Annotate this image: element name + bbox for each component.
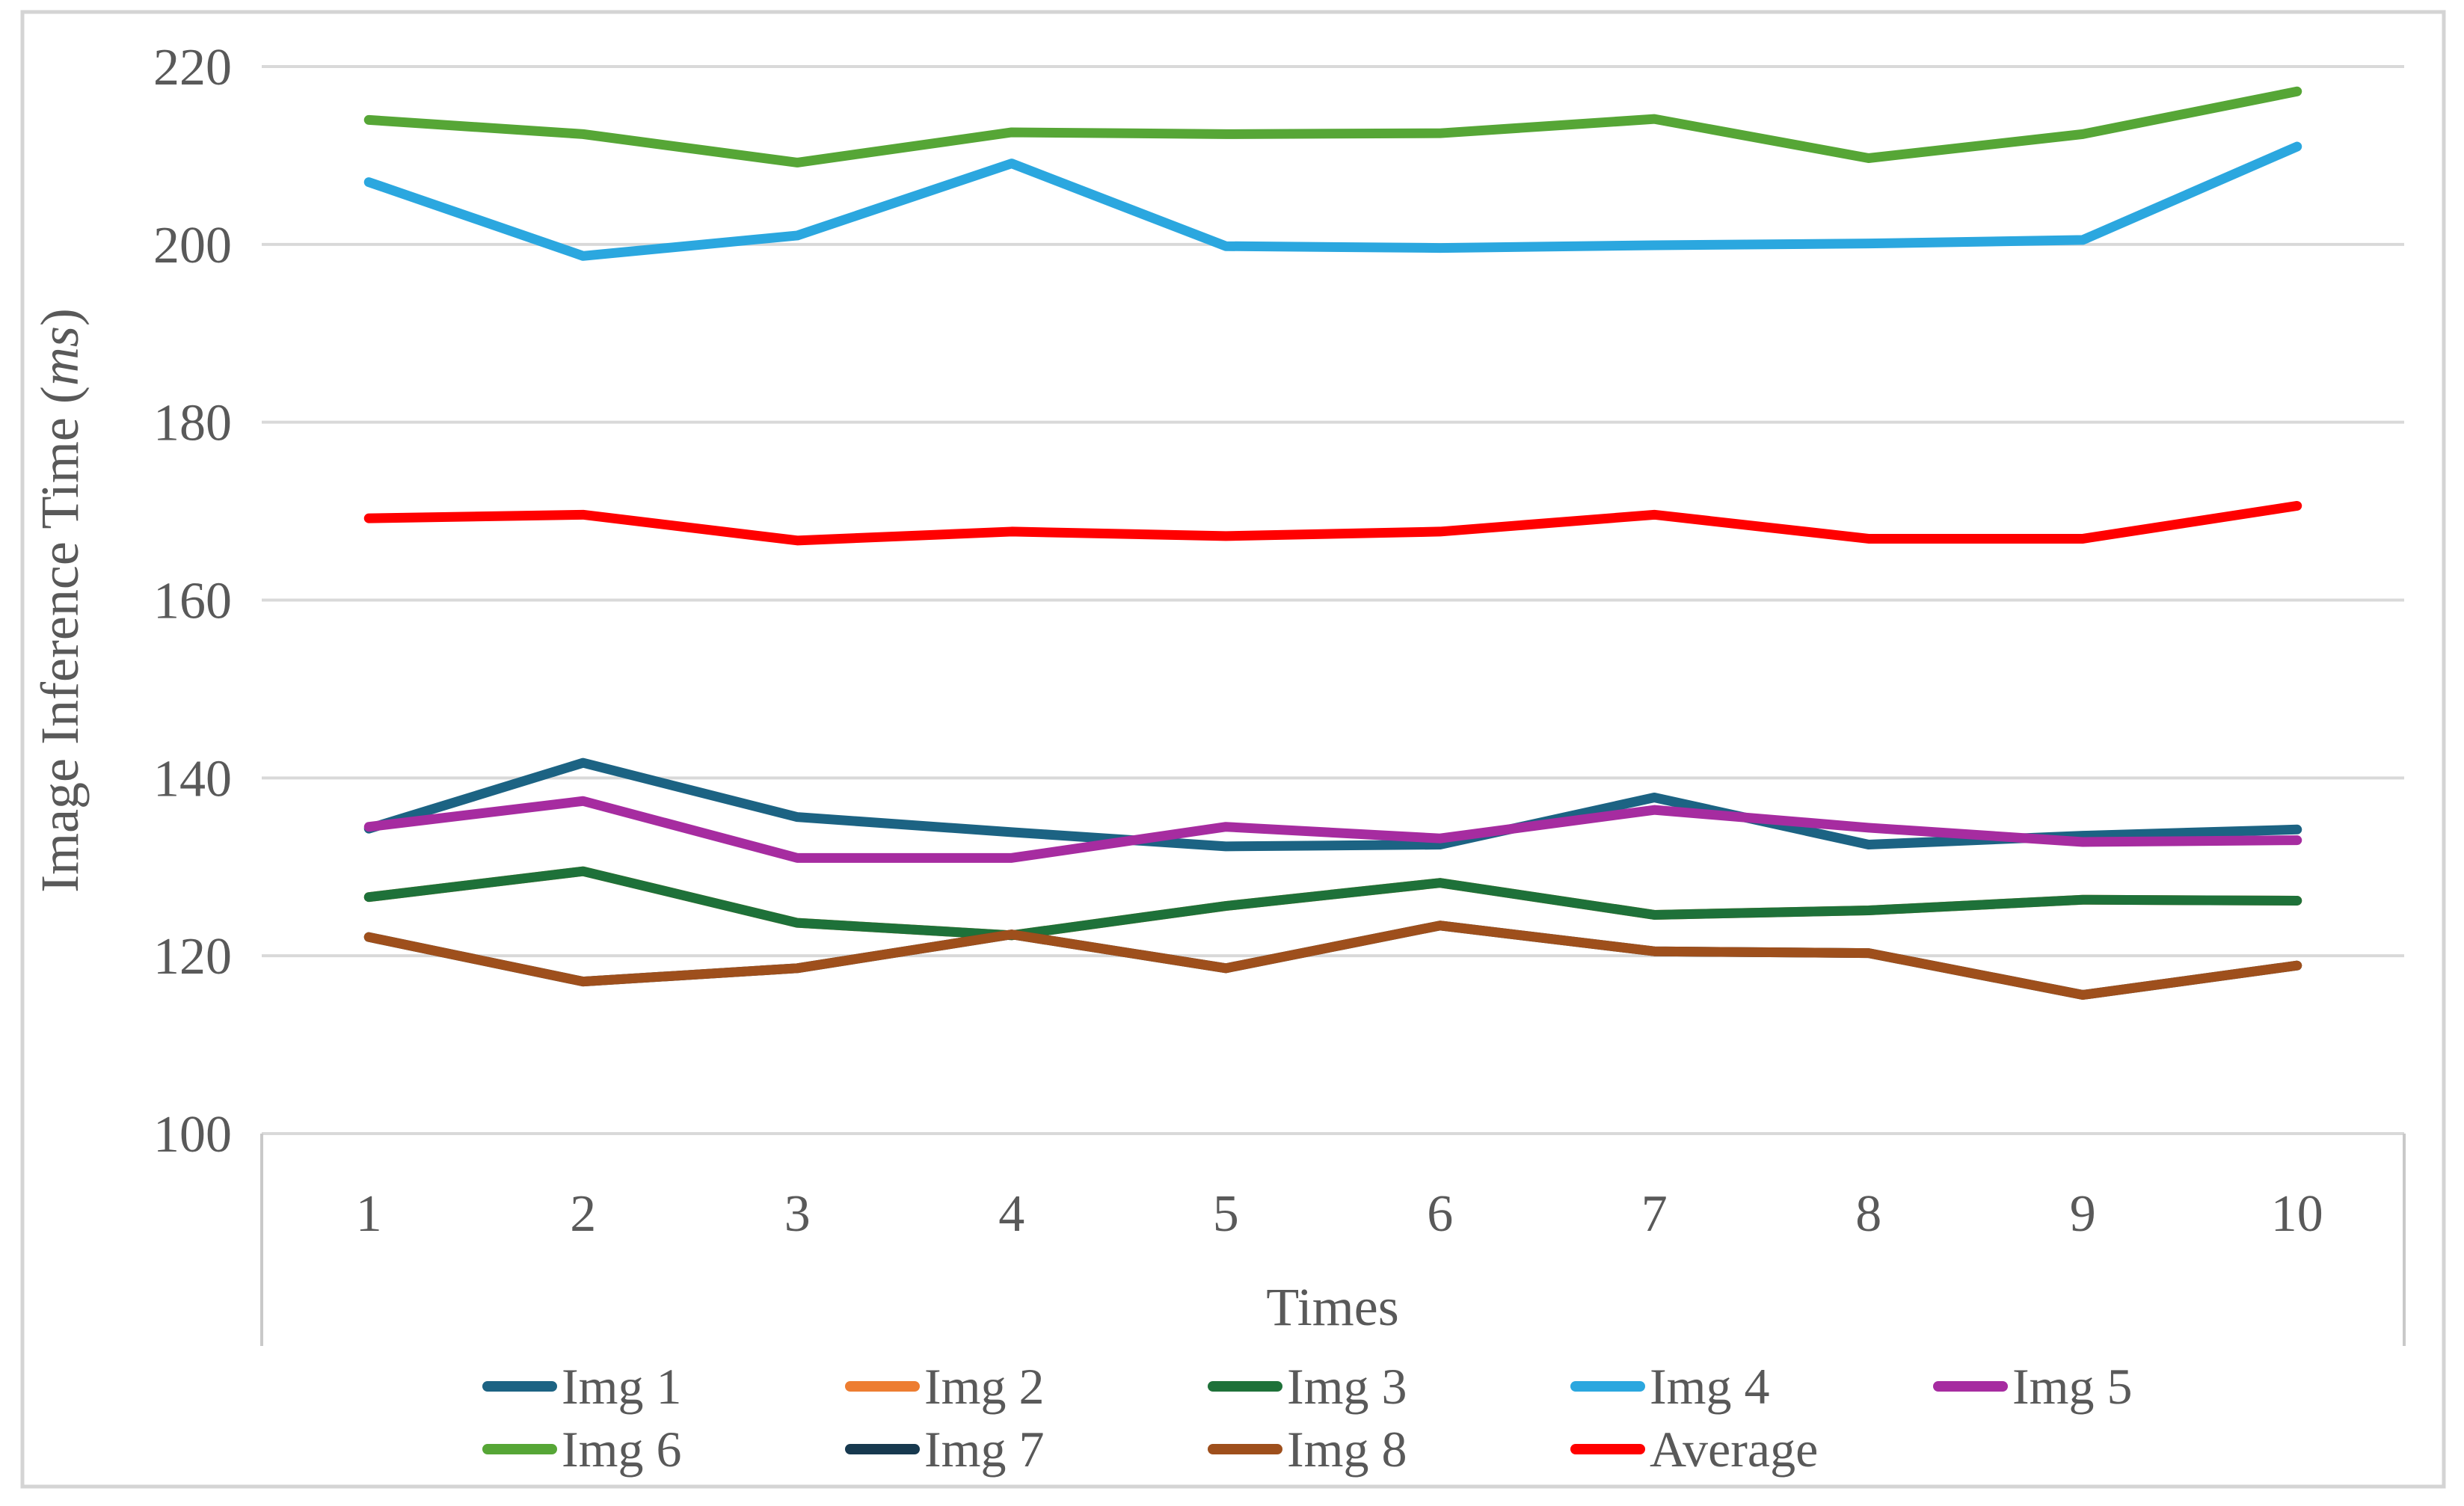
x-tick-label-2: 2 bbox=[570, 1185, 596, 1243]
y-tick-label-200: 200 bbox=[153, 217, 232, 274]
x-axis-title: Times bbox=[1266, 1277, 1398, 1337]
legend: Img 1 Img 2 Img 3 Img 4 Img 5 Img 6 Img 7 Img 8… bbox=[482, 1358, 2133, 1478]
legend-swatch-img-5 bbox=[1933, 1381, 2008, 1392]
legend-swatch-img-1 bbox=[482, 1381, 557, 1392]
y-axis-title-unit: ms bbox=[30, 326, 90, 386]
x-tick-label-6: 6 bbox=[1427, 1185, 1453, 1243]
x-tick-label-8: 8 bbox=[1855, 1185, 1881, 1243]
legend-label-img-6: Img 6 bbox=[562, 1421, 682, 1478]
x-tick-label-5: 5 bbox=[1213, 1185, 1239, 1243]
x-tick-label-1: 1 bbox=[356, 1185, 382, 1243]
y-axis-title-close: ) bbox=[30, 308, 90, 326]
legend-label-img-3: Img 3 bbox=[1287, 1358, 1407, 1415]
series-line-img-3 bbox=[363, 866, 2302, 941]
figure-border bbox=[20, 10, 2446, 1489]
x-tick-label-7: 7 bbox=[1641, 1185, 1668, 1243]
legend-swatch-img-6 bbox=[482, 1444, 557, 1454]
axis-lines bbox=[260, 1134, 2406, 1346]
y-tick-label-180: 180 bbox=[153, 395, 232, 452]
x-tick-label-3: 3 bbox=[784, 1185, 811, 1243]
legend-swatch-img-7 bbox=[845, 1444, 920, 1454]
legend-swatch-img-8 bbox=[1208, 1444, 1282, 1454]
y-tick-label-220: 220 bbox=[153, 39, 232, 96]
legend-label-img-7: Img 7 bbox=[924, 1421, 1045, 1478]
series-line-img-8 bbox=[363, 920, 2302, 1000]
legend-label-img-1: Img 1 bbox=[562, 1358, 682, 1415]
y-tick-label-120: 120 bbox=[153, 928, 232, 986]
series-line-img-6 bbox=[363, 86, 2302, 167]
x-tick-label-9: 9 bbox=[2070, 1185, 2096, 1243]
series-line-img-4 bbox=[363, 141, 2302, 261]
series-line-average bbox=[363, 500, 2302, 546]
x-axis-tick-labels: 1 2 3 4 5 6 7 8 9 10 bbox=[356, 1185, 2323, 1243]
series-line-img-1 bbox=[363, 757, 2302, 852]
legend-swatch-average bbox=[1570, 1444, 1645, 1454]
series-lines bbox=[363, 86, 2302, 1000]
legend-swatch-img-2 bbox=[845, 1381, 920, 1392]
y-tick-label-160: 160 bbox=[153, 573, 232, 630]
legend-label-img-5: Img 5 bbox=[2012, 1358, 2133, 1415]
legend-swatch-img-4 bbox=[1570, 1381, 1645, 1392]
legend-label-img-4: Img 4 bbox=[1650, 1358, 1770, 1415]
gridlines bbox=[262, 65, 2404, 1135]
y-axis-tick-labels: 100 120 140 160 180 200 220 bbox=[153, 39, 232, 1164]
legend-label-img-2: Img 2 bbox=[924, 1358, 1045, 1415]
x-tick-label-4: 4 bbox=[998, 1185, 1024, 1243]
y-tick-label-140: 140 bbox=[153, 750, 232, 808]
y-axis-title: Image Inference Time (ms) bbox=[30, 308, 90, 893]
y-axis-title-text: Image Inference Time ( bbox=[30, 386, 90, 893]
legend-swatch-img-3 bbox=[1208, 1381, 1282, 1392]
x-tick-label-10: 10 bbox=[2271, 1185, 2323, 1243]
legend-label-img-8: Img 8 bbox=[1287, 1421, 1407, 1478]
series-line-img-5 bbox=[363, 796, 2302, 863]
legend-label-average: Average bbox=[1650, 1421, 1818, 1478]
y-tick-label-100: 100 bbox=[153, 1106, 232, 1164]
